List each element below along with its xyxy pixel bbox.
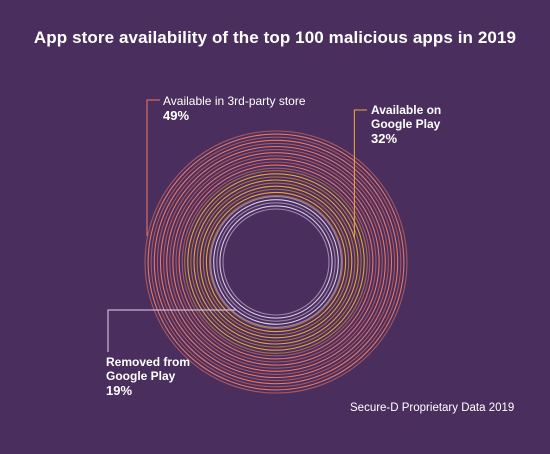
ring-line-removed-from-google-play — [216, 202, 336, 322]
source-note: Secure-D Proprietary Data 2019 — [350, 402, 515, 414]
ring-line-on-google-play — [190, 176, 362, 348]
ring-line-third-party-store — [172, 158, 380, 366]
label-removed-name-line-1: Removed from — [106, 355, 191, 369]
ring-line-third-party-store — [144, 130, 408, 394]
label-third-party-store-value: 49% — [163, 108, 190, 123]
ring-line-on-google-play — [199, 185, 353, 339]
ring-line-on-google-play — [193, 179, 359, 345]
ring-line-on-google-play — [202, 188, 350, 336]
ring-line-third-party-store — [159, 145, 393, 379]
label-third-party-store: Available in 3rd-party store 49% — [163, 94, 306, 123]
ring-line-removed-from-google-play — [219, 205, 333, 319]
label-third-party-store-name: Available in 3rd-party store — [163, 94, 306, 108]
ring-band-removed-from-google-play — [210, 196, 342, 328]
ring-line-third-party-store — [175, 161, 377, 363]
label-on-google-play-name-line-2: Google Play — [371, 117, 441, 131]
leader-line-on-google-play — [353, 109, 367, 238]
label-removed-from-google-play: Removed from Google Play 19% — [106, 355, 190, 398]
ring-line-third-party-store — [181, 167, 371, 357]
ring-line-on-google-play — [205, 191, 347, 333]
ring-line-third-party-store — [163, 149, 389, 375]
ring-line-removed-from-google-play — [213, 199, 339, 325]
ring-line-removed-from-google-play — [210, 196, 342, 328]
label-on-google-play: Available on Google Play 32% — [371, 103, 441, 146]
label-removed-value: 19% — [106, 383, 133, 398]
ring-line-third-party-store — [156, 142, 396, 382]
ring-band-third-party-store — [144, 130, 408, 394]
ring-line-removed-from-google-play — [222, 208, 330, 316]
ring-line-on-google-play — [184, 170, 368, 354]
ring-line-on-google-play — [196, 182, 356, 342]
ring-line-third-party-store — [153, 139, 399, 385]
label-on-google-play-name-line-1: Available on — [371, 103, 442, 117]
ring-line-on-google-play — [187, 173, 365, 351]
ring-line-third-party-store — [169, 155, 383, 369]
ring-line-third-party-store — [150, 136, 402, 388]
leader-line-third-party-store — [146, 99, 160, 236]
chart-title: App store availability of the top 100 ma… — [33, 28, 517, 47]
ring-line-on-google-play — [208, 194, 344, 330]
label-on-google-play-value: 32% — [371, 131, 398, 146]
ring-line-third-party-store — [166, 152, 386, 372]
leader-line-removed-from-google-play — [107, 309, 236, 352]
ring-band-on-google-play — [184, 170, 368, 354]
ring-line-third-party-store — [178, 164, 374, 360]
label-removed-name-line-2: Google Play — [106, 369, 176, 383]
ring-line-third-party-store — [147, 133, 405, 391]
